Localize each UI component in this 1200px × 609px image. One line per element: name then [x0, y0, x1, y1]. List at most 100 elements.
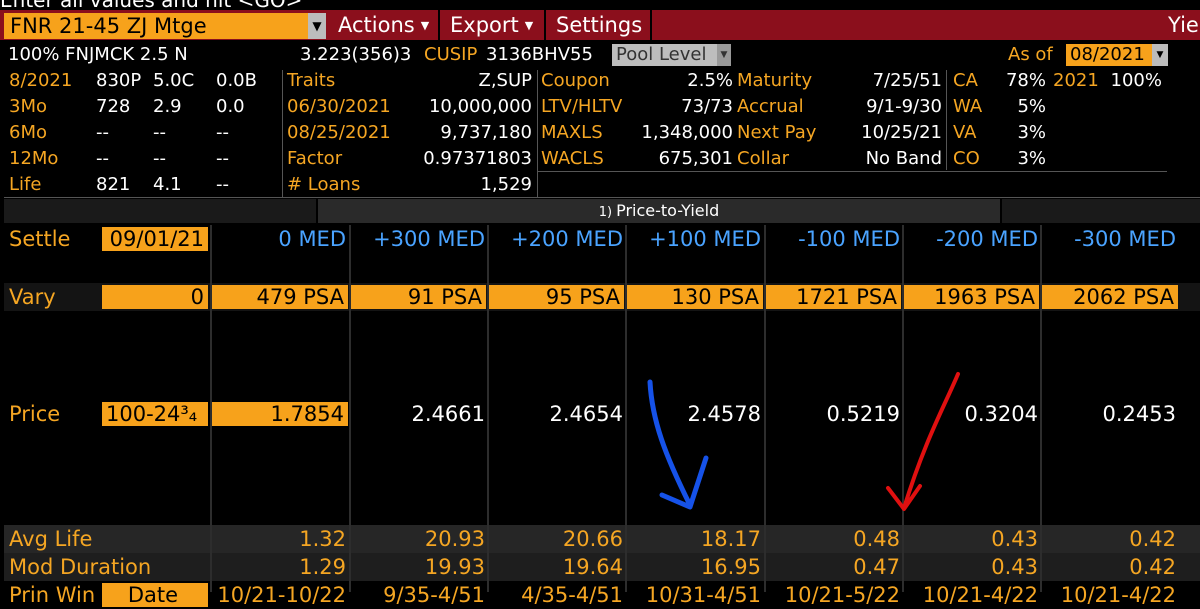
term-value: 1,348,000 [641, 122, 733, 143]
security-dropdown-icon[interactable]: ▼ [308, 13, 326, 39]
mod-duration-value: 0.42 [1129, 555, 1176, 579]
avg-life-value: 18.17 [700, 527, 761, 551]
mod-dur-row-bg [4, 553, 1200, 581]
term-label: Coupon [541, 70, 610, 91]
trait-label: # Loans [287, 174, 361, 195]
export-label: Export [450, 13, 519, 37]
column-separator [625, 225, 627, 592]
yield-tab[interactable]: Yie [1168, 13, 1199, 37]
divider [946, 70, 947, 170]
price-input[interactable]: 1.7854 [212, 402, 348, 426]
date-label: Maturity [737, 70, 813, 91]
date-value: No Band [865, 148, 942, 169]
geo-value: 78% [1005, 70, 1046, 91]
cusip-label: CUSIP [424, 44, 478, 65]
actions-menu-button[interactable]: Actions ▼ [330, 10, 440, 40]
price-value: 0.2453 [1102, 402, 1176, 426]
history-psa: 821 [96, 174, 131, 195]
column-header[interactable]: -200 MED [936, 227, 1038, 251]
geo-extra-value: 100% [1110, 70, 1162, 91]
column-header[interactable]: -300 MED [1074, 227, 1176, 251]
mod-duration-value: 0.47 [853, 555, 900, 579]
mod-duration-value: 19.93 [424, 555, 485, 579]
column-header[interactable]: +200 MED [511, 227, 623, 251]
history-period: 8/2021 [9, 70, 73, 91]
mod-duration-value: 16.95 [700, 555, 761, 579]
price-value: 0.5219 [826, 402, 900, 426]
history-c2: -- [216, 122, 229, 143]
column-header[interactable]: -100 MED [798, 227, 900, 251]
term-value: 73/73 [681, 96, 733, 117]
term-label: MAXLS [541, 122, 603, 143]
term-label: WACLS [541, 148, 604, 169]
history-c1: -- [153, 148, 166, 169]
vary-input[interactable]: 1963 PSA [904, 285, 1039, 309]
trait-value: 9,737,180 [440, 122, 532, 143]
settle-date-input[interactable]: 09/01/21 [102, 227, 208, 251]
geo-label: CO [953, 148, 980, 169]
settings-button[interactable]: Settings [548, 10, 652, 40]
price-input[interactable]: 100-24³₄ [102, 402, 208, 426]
vary-input[interactable]: 0 [102, 285, 208, 309]
price-value: 0.3204 [964, 402, 1038, 426]
price-value: 2.4578 [687, 402, 761, 426]
column-header[interactable]: +100 MED [649, 227, 761, 251]
geo-value: 3% [1017, 148, 1046, 169]
trait-label: 06/30/2021 [287, 96, 391, 117]
history-c1: 2.9 [153, 96, 182, 117]
column-header[interactable]: +300 MED [373, 227, 485, 251]
price-to-yield-tab[interactable]: 1) Price-to-Yield [318, 199, 1000, 223]
chevron-down-icon[interactable]: ▼ [1152, 44, 1168, 66]
column-separator [902, 225, 904, 592]
command-line: Enter all values and hit <GO> [0, 0, 303, 12]
column-header[interactable]: 0 MED [278, 227, 346, 251]
date-value: 9/1-9/30 [866, 96, 942, 117]
vary-input[interactable]: 91 PSA [351, 285, 486, 309]
history-c2: -- [216, 148, 229, 169]
divider [537, 171, 1167, 172]
annotation-layer [647, 372, 960, 511]
mod-duration-value: 0.43 [991, 555, 1038, 579]
history-psa: -- [96, 122, 109, 143]
vary-input[interactable]: 479 PSA [212, 285, 348, 309]
trait-value: 1,529 [480, 174, 532, 195]
vary-input[interactable]: 2062 PSA [1042, 285, 1178, 309]
history-psa: -- [96, 148, 109, 169]
column-separator [210, 225, 212, 592]
avg-life-value: 0.48 [853, 527, 900, 551]
trait-value: 0.97371803 [423, 148, 532, 169]
export-menu-button[interactable]: Export ▼ [442, 10, 546, 40]
trait-value: Z,SUP [478, 70, 532, 91]
vary-input[interactable]: 1721 PSA [766, 285, 901, 309]
tab-number: 1) [598, 205, 613, 220]
chevron-down-icon[interactable]: ▼ [717, 44, 731, 66]
trait-label: Factor [287, 148, 343, 169]
history-c2: 0.0B [216, 70, 257, 91]
term-value: 675,301 [658, 148, 733, 169]
pool-level-select[interactable]: Pool Level [612, 44, 717, 66]
column-separator [487, 225, 489, 592]
divider [4, 197, 1200, 198]
cusip-value: 3136BHV55 [486, 44, 593, 65]
history-psa: 830P [96, 70, 142, 91]
geo-label: VA [953, 122, 977, 143]
column-separator [1040, 225, 1042, 592]
security-input[interactable]: FNR 21-45 ZJ Mtge [4, 13, 310, 39]
geo-label: CA [953, 70, 978, 91]
term-label: LTV/HLTV [541, 96, 623, 117]
price-to-yield-label: Price-to-Yield [616, 201, 720, 220]
avg-life-row-bg [4, 525, 1200, 553]
vary-input[interactable]: 130 PSA [627, 285, 763, 309]
vary-input[interactable]: 95 PSA [489, 285, 624, 309]
date-value: 10/25/21 [861, 122, 942, 143]
avg-life-value: 0.43 [991, 527, 1038, 551]
column-separator [349, 225, 351, 592]
geo-value: 5% [1017, 96, 1046, 117]
blue-arrow-icon [647, 379, 709, 510]
settle-label: Settle [9, 227, 71, 251]
as-of-input[interactable]: 08/2021 [1066, 44, 1154, 66]
date-label: Next Pay [737, 122, 817, 143]
pool-name: 100% FNJMCK 2.5 N [8, 44, 188, 65]
avg-life-value: 20.66 [562, 527, 623, 551]
avg-life-value: 0.42 [1129, 527, 1176, 551]
